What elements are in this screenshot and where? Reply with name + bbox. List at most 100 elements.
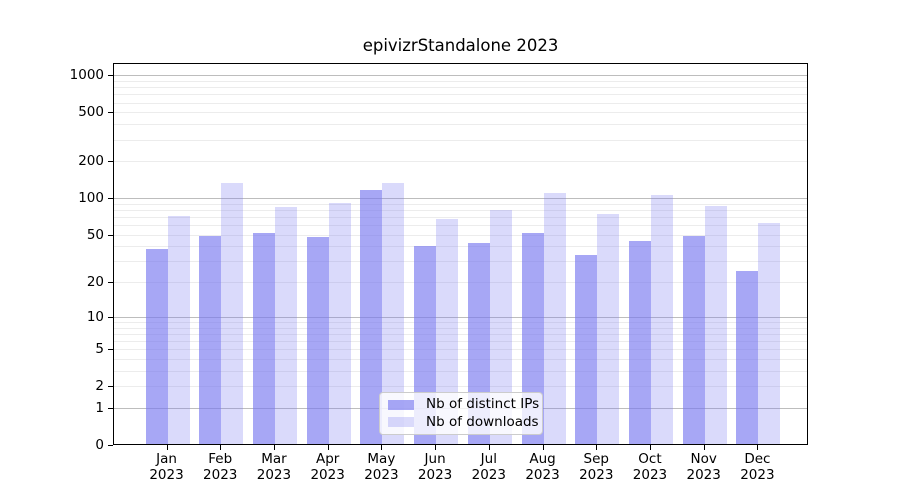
gridline-minor	[114, 217, 807, 219]
x-tick-label: Aug 2023	[525, 451, 560, 483]
x-tick	[327, 445, 329, 450]
legend-swatch-downloads-icon	[388, 417, 414, 428]
gridline-minor	[114, 203, 807, 205]
legend-item-downloads: Nb of downloads	[388, 413, 539, 430]
x-tick	[381, 445, 383, 450]
gridline-minor	[114, 209, 807, 211]
y-tick-label: 200	[78, 153, 104, 170]
y-tick-label: 1	[95, 400, 104, 417]
gridline-minor	[114, 102, 807, 104]
x-tick	[757, 445, 759, 450]
gridline-minor	[114, 246, 807, 248]
y-tick-label: 500	[78, 104, 104, 121]
gridline-minor	[114, 282, 807, 284]
x-tick	[649, 445, 651, 450]
gridline-minor	[114, 327, 807, 329]
bar-downloads-oct	[650, 195, 673, 444]
legend-swatch-distinct-ips-icon	[388, 399, 414, 410]
gridline-minor	[114, 112, 807, 114]
bar-ips-jan	[145, 249, 168, 444]
x-tick-label: May 2023	[364, 451, 399, 483]
legend: Nb of distinct IPs Nb of downloads	[379, 392, 543, 435]
x-tick	[435, 445, 437, 450]
gridline-minor	[114, 322, 807, 323]
bar-downloads-mar	[274, 207, 297, 444]
y-tick	[108, 198, 113, 200]
bar-downloads-nov	[704, 206, 727, 444]
gridline-minor	[114, 80, 807, 82]
chart-title: epivizrStandalone 2023	[362, 36, 559, 55]
gridline-minor	[114, 161, 807, 163]
gridline-minor	[114, 234, 807, 236]
gridline-minor	[114, 261, 807, 263]
bar-downloads-feb	[221, 182, 244, 444]
x-tick	[488, 445, 490, 450]
x-tick-label: Dec 2023	[740, 451, 775, 483]
bar-downloads-sep	[597, 214, 620, 444]
bar-downloads-may	[382, 182, 405, 444]
y-tick-label: 50	[86, 226, 104, 243]
y-tick-label: 5	[95, 341, 104, 358]
bar-ips-nov	[682, 235, 705, 444]
gridline-major	[114, 316, 807, 318]
gridline-minor	[114, 386, 807, 388]
x-tick-label: Feb 2023	[203, 451, 238, 483]
bar-ips-aug	[521, 232, 544, 444]
gridline-minor	[114, 341, 807, 343]
y-tick	[108, 408, 113, 410]
x-tick-label: Jun 2023	[417, 451, 453, 483]
x-tick-label: Jan 2023	[149, 451, 184, 483]
y-tick	[108, 349, 113, 351]
bar-downloads-dec	[758, 223, 781, 444]
gridline-minor	[114, 225, 807, 227]
bar-ips-may	[360, 190, 383, 444]
gridline-minor	[114, 124, 807, 126]
x-tick-label: Mar 2023	[256, 451, 292, 483]
bar-ips-mar	[252, 232, 275, 444]
y-tick-label: 10	[86, 308, 104, 325]
x-tick	[166, 445, 168, 450]
x-tick-label: Jul 2023	[471, 451, 506, 483]
legend-label-distinct-ips: Nb of distinct IPs	[426, 396, 540, 413]
bar-ips-oct	[628, 241, 651, 444]
x-tick-label: Nov 2023	[686, 451, 721, 483]
bar-downloads-jul	[489, 209, 512, 444]
plot-area	[113, 63, 808, 445]
bar-ips-apr	[306, 236, 329, 444]
y-tick-label: 100	[78, 190, 104, 207]
x-tick	[273, 445, 275, 450]
y-tick-label: 20	[86, 274, 104, 291]
y-tick	[108, 445, 113, 447]
y-tick	[108, 282, 113, 284]
bar-ips-sep	[575, 254, 598, 444]
y-tick-label: 0	[95, 437, 104, 454]
y-tick	[108, 75, 113, 77]
gridline-minor	[114, 359, 807, 361]
bar-downloads-jan	[167, 216, 190, 444]
y-tick	[108, 161, 113, 163]
bar-downloads-apr	[328, 202, 351, 444]
legend-item-distinct-ips: Nb of distinct IPs	[388, 396, 540, 413]
gridline-minor	[114, 349, 807, 351]
gridline-major	[114, 198, 807, 200]
gridline-major	[114, 75, 807, 77]
x-tick	[220, 445, 222, 450]
gridline-minor	[114, 87, 807, 89]
y-tick	[108, 316, 113, 318]
x-tick-label: Oct 2023	[632, 451, 668, 483]
y-tick	[108, 386, 113, 388]
gridline-minor	[114, 139, 807, 141]
y-tick	[108, 112, 113, 114]
gridline-minor	[114, 94, 807, 96]
bar-ips-dec	[736, 270, 759, 444]
y-tick	[108, 234, 113, 236]
y-tick-label: 2	[95, 378, 104, 395]
gridline-minor	[114, 371, 807, 373]
x-tick	[596, 445, 598, 450]
bar-downloads-aug	[543, 193, 566, 444]
gridline-minor	[114, 333, 807, 335]
legend-label-downloads: Nb of downloads	[426, 413, 539, 430]
x-tick-label: Sep 2023	[579, 451, 614, 483]
bar-ips-feb	[199, 235, 222, 444]
